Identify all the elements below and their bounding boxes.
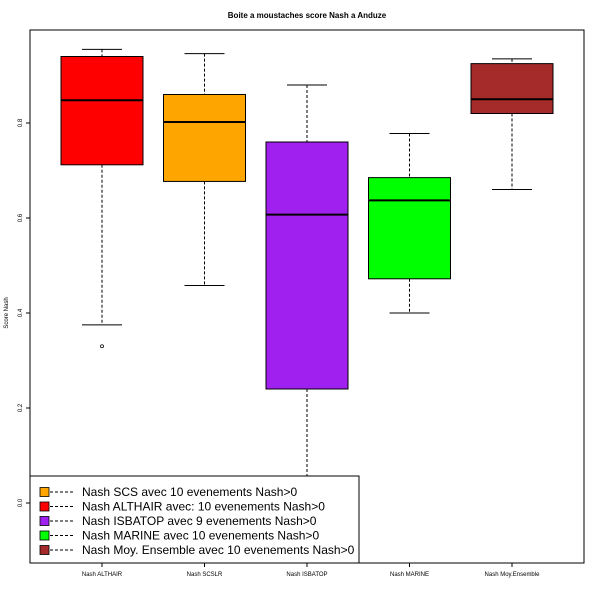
chart-title: Boite a moustaches score Nash a Anduze bbox=[228, 11, 387, 20]
y-axis: 0.0 0.2 0.4 0.6 0.8 bbox=[18, 118, 30, 507]
iqr-box bbox=[60, 56, 144, 166]
x-tick-label: Nash ALTHAIR bbox=[82, 572, 123, 578]
y-tick-label: 0.6 bbox=[18, 213, 24, 222]
legend-entry: Nash MARINE avec 10 evenements Nash>0 bbox=[39, 529, 319, 543]
x-tick-label: Nash MARINE bbox=[390, 572, 429, 578]
y-tick-label: 0.8 bbox=[18, 118, 24, 127]
box-3 bbox=[368, 132, 451, 314]
iqr-box bbox=[163, 94, 246, 182]
outlier-point bbox=[100, 344, 104, 349]
x-tick-label: Nash ISBATOP bbox=[286, 572, 327, 578]
y-axis-label: Score Nash bbox=[4, 297, 10, 328]
boxes bbox=[60, 48, 554, 480]
x-tick-label: Nash Moy.Ensemble bbox=[485, 572, 541, 578]
legend-label: Nash Moy. Ensemble avec 10 evenements Na… bbox=[82, 543, 355, 557]
legend-label: Nash MARINE avec 10 evenements Nash>0 bbox=[82, 529, 319, 543]
iqr-box bbox=[470, 63, 554, 114]
legend-swatch bbox=[39, 516, 50, 526]
legend-entry: Nash ALTHAIR avec: 10 evenements Nash>0 bbox=[39, 500, 325, 514]
legend-label: Nash ISBATOP avec 9 evenements Nash>0 bbox=[82, 514, 317, 528]
legend-box bbox=[29, 475, 360, 564]
box-4 bbox=[470, 58, 554, 190]
y-tick-label: 0.2 bbox=[18, 403, 24, 412]
legend-entry: Nash Moy. Ensemble avec 10 evenements Na… bbox=[39, 543, 355, 557]
y-tick-label: 0.4 bbox=[18, 308, 24, 317]
x-tick-label: Nash SCSLR bbox=[187, 572, 223, 578]
legend-entry: Nash SCS avec 10 evenements Nash>0 bbox=[39, 485, 297, 499]
box-1 bbox=[163, 53, 246, 286]
legend-swatch bbox=[39, 487, 50, 497]
box-0 bbox=[60, 48, 144, 349]
legend-label: Nash ALTHAIR avec: 10 evenements Nash>0 bbox=[82, 500, 325, 514]
iqr-box bbox=[368, 177, 451, 280]
box-2 bbox=[265, 84, 349, 480]
legend-swatch bbox=[39, 501, 50, 512]
y-tick-label: 0.0 bbox=[18, 498, 24, 507]
legend-label: Nash SCS avec 10 evenements Nash>0 bbox=[82, 485, 297, 499]
legend-swatch bbox=[39, 545, 50, 555]
legend-entry: Nash ISBATOP avec 9 evenements Nash>0 bbox=[39, 514, 317, 528]
x-axis: Nash ALTHAIR Nash SCSLR Nash ISBATOP Nash M… bbox=[82, 563, 540, 578]
legend-swatch bbox=[39, 530, 50, 541]
iqr-box bbox=[265, 141, 349, 390]
